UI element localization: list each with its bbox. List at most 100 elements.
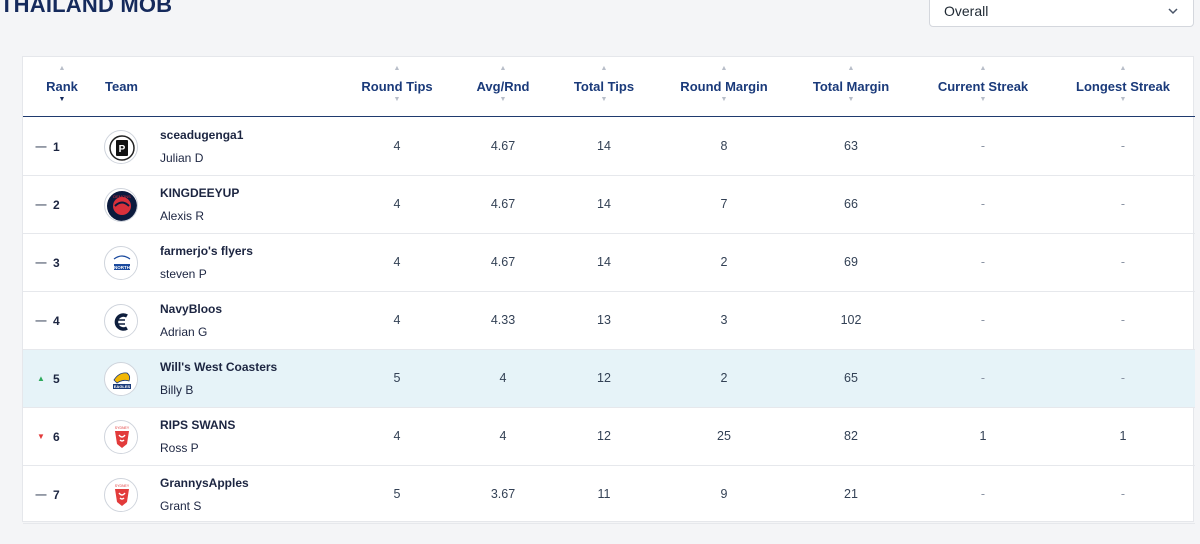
- cell-longest-streak: -: [1120, 255, 1126, 269]
- cell-current-streak: -: [980, 255, 986, 269]
- sort-desc-icon: ▼: [847, 96, 855, 103]
- sort-asc-icon: ▲: [600, 65, 608, 72]
- table-row[interactable]: — 7 SYDNEY GrannysApples Grant S 5 3.67 11 9 21 - -: [23, 466, 1195, 524]
- column-header-longest-streak[interactable]: ▲ Longest Streak ▼: [1058, 57, 1188, 117]
- rank-down-icon: ▼: [37, 432, 45, 441]
- cell-avg-rnd: 4.33: [490, 313, 516, 327]
- table-header: ▲ Rank ▼ Team ▲ Round Tips ▼ ▲ Avg/Rnd ▼…: [23, 57, 1195, 117]
- rank-unchanged-icon: —: [35, 199, 47, 211]
- rank-unchanged-icon: —: [35, 141, 47, 153]
- table-row[interactable]: ▼ 6 SYDNEY RIPS SWANS Ross P 4 4 12 25 82 1 1: [23, 408, 1195, 466]
- cell-total-margin: 82: [844, 429, 858, 443]
- sydney-swans-icon: SYDNEY: [104, 478, 138, 512]
- svg-text:EAGLES: EAGLES: [114, 384, 131, 389]
- column-header-label: Round Tips: [361, 79, 433, 94]
- team-name-link[interactable]: NavyBloos: [160, 302, 223, 316]
- sort-asc-icon: ▲: [979, 65, 987, 72]
- column-header-current-streak[interactable]: ▲ Current Streak ▼: [918, 57, 1048, 117]
- table-row[interactable]: — 4 NavyBloos Adrian G 4 4.33 13 3 102 - -: [23, 292, 1195, 350]
- rank-unchanged-icon: —: [35, 257, 47, 269]
- cell-round-tips: 4: [393, 139, 401, 153]
- tipster-name: Grant S: [160, 499, 202, 513]
- sort-desc-icon: ▼: [979, 96, 987, 103]
- cell-longest-streak: -: [1120, 371, 1126, 385]
- cell-avg-rnd: 3.67: [490, 487, 516, 501]
- column-header-round-margin[interactable]: ▲ Round Margin ▼: [664, 57, 784, 117]
- sort-asc-icon: ▲: [58, 65, 66, 72]
- team-name-link[interactable]: sceadugenga1: [160, 128, 244, 142]
- cell-current-streak: -: [980, 487, 986, 501]
- cell-round-tips: 4: [393, 197, 401, 211]
- column-header-round-tips[interactable]: ▲ Round Tips ▼: [347, 57, 447, 117]
- cell-total-margin: 63: [844, 139, 858, 153]
- cell-current-streak: 1: [979, 429, 987, 443]
- cell-round-margin: 25: [717, 429, 731, 443]
- sort-desc-icon: ▼: [58, 96, 66, 103]
- svg-text:P: P: [119, 144, 126, 155]
- cell-total-margin: 66: [844, 197, 858, 211]
- rank-number: 1: [53, 140, 60, 154]
- svg-text:NORTH: NORTH: [114, 265, 130, 270]
- table-row[interactable]: ▲ 5 EAGLES Will's West Coasters Billy B 5 4 12 2…: [23, 350, 1195, 408]
- svg-text:DEMONS: DEMONS: [113, 194, 131, 199]
- cell-total-tips: 12: [597, 371, 611, 385]
- team-name-link[interactable]: Will's West Coasters: [160, 360, 278, 374]
- sort-desc-icon: ▼: [1119, 96, 1127, 103]
- cell-longest-streak: -: [1120, 313, 1126, 327]
- port-adelaide-icon: P: [104, 130, 138, 164]
- team-name-link[interactable]: KINGDEEYUP: [160, 186, 240, 200]
- cell-total-margin: 69: [844, 255, 858, 269]
- sort-desc-icon: ▼: [720, 96, 728, 103]
- cell-round-tips: 4: [393, 255, 401, 269]
- cell-total-tips: 14: [597, 197, 611, 211]
- carlton-icon: [104, 304, 138, 338]
- tipster-name: Ross P: [160, 441, 199, 455]
- chevron-down-icon: [1168, 7, 1178, 14]
- sort-asc-icon: ▲: [499, 65, 507, 72]
- cell-longest-streak: 1: [1119, 429, 1127, 443]
- tipster-name: steven P: [160, 267, 207, 281]
- cell-current-streak: -: [980, 313, 986, 327]
- cell-total-tips: 14: [597, 255, 611, 269]
- cell-round-tips: 4: [393, 429, 401, 443]
- cell-total-margin: 102: [840, 313, 862, 327]
- column-header-label: Avg/Rnd: [476, 79, 530, 94]
- column-header-label: Round Margin: [680, 79, 768, 94]
- tipster-name: Julian D: [160, 151, 204, 165]
- column-header-team[interactable]: Team: [105, 57, 165, 117]
- column-header-avg-rnd[interactable]: ▲ Avg/Rnd ▼: [453, 57, 553, 117]
- cell-round-tips: 4: [393, 313, 401, 327]
- table-row[interactable]: — 2 DEMONS KINGDEEYUP Alexis R 4 4.67 14 7 66 - -: [23, 176, 1195, 234]
- rank-number: 2: [53, 198, 60, 212]
- cell-avg-rnd: 4.67: [490, 139, 516, 153]
- cell-round-margin: 2: [720, 255, 728, 269]
- team-name-link[interactable]: farmerjo's flyers: [160, 244, 253, 258]
- view-select[interactable]: Overall: [929, 0, 1194, 27]
- cell-round-margin: 9: [720, 487, 728, 501]
- rank-up-icon: ▲: [37, 374, 45, 383]
- cell-avg-rnd: 4: [499, 371, 507, 385]
- tipster-name: Alexis R: [160, 209, 205, 223]
- rank-number: 4: [53, 314, 60, 328]
- column-header-total-margin[interactable]: ▲ Total Margin ▼: [791, 57, 911, 117]
- cell-total-tips: 14: [597, 139, 611, 153]
- team-name-link[interactable]: GrannysApples: [160, 476, 249, 490]
- svg-text:SYDNEY: SYDNEY: [115, 484, 130, 488]
- column-header-label: Longest Streak: [1076, 79, 1170, 94]
- column-header-label: Team: [105, 79, 138, 94]
- team-name-link[interactable]: RIPS SWANS: [160, 418, 236, 432]
- sort-desc-icon: ▼: [499, 96, 507, 103]
- rank-number: 6: [53, 430, 60, 444]
- west-coast-eagles-icon: EAGLES: [104, 362, 138, 396]
- cell-total-tips: 11: [597, 487, 611, 501]
- cell-current-streak: -: [980, 139, 986, 153]
- column-header-total-tips[interactable]: ▲ Total Tips ▼: [554, 57, 654, 117]
- table-row[interactable]: — 3 NORTH farmerjo's flyers steven P 4 4.67 14 2…: [23, 234, 1195, 292]
- cell-round-margin: 2: [720, 371, 728, 385]
- rank-unchanged-icon: —: [35, 489, 47, 501]
- cell-total-tips: 13: [597, 313, 611, 327]
- cell-round-margin: 3: [720, 313, 728, 327]
- column-header-rank[interactable]: ▲ Rank ▼: [43, 57, 81, 117]
- cell-current-streak: -: [980, 197, 986, 211]
